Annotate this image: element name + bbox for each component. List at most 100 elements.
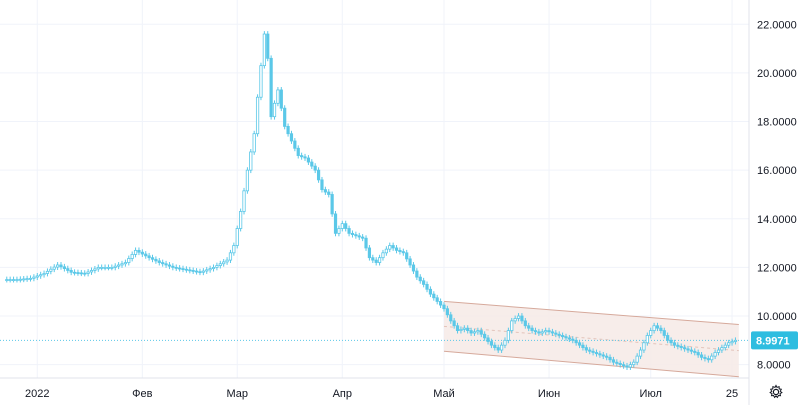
- y-tick-label: 22.0000: [757, 19, 797, 31]
- candle-body: [659, 327, 663, 331]
- candle: [93, 265, 97, 274]
- candle: [408, 255, 412, 268]
- candle-body: [459, 328, 463, 331]
- candle: [669, 337, 673, 346]
- candle-body: [215, 265, 219, 268]
- y-axis-ticks: 22.0000 20.0000 18.0000 16.0000 14.0000 12.00…: [757, 19, 797, 371]
- chart-settings-button[interactable]: [764, 380, 788, 404]
- candle-body: [716, 349, 721, 353]
- candle-body: [510, 320, 514, 331]
- candle-body: [117, 264, 121, 267]
- candle: [100, 264, 104, 271]
- candle: [652, 322, 656, 334]
- candle-body: [18, 278, 22, 281]
- candle-body: [286, 126, 290, 135]
- candle-body: [652, 325, 656, 331]
- candle-body: [330, 194, 334, 215]
- candle: [333, 210, 338, 237]
- candle-body: [45, 270, 50, 274]
- candle-body: [35, 275, 39, 278]
- candle-body: [76, 272, 80, 274]
- candle: [537, 328, 541, 336]
- candle-body: [669, 339, 673, 344]
- candle-body: [320, 179, 324, 191]
- candle-body: [584, 347, 588, 351]
- candle: [354, 231, 358, 239]
- candle: [18, 276, 22, 283]
- candle-body: [130, 254, 134, 259]
- candle: [239, 208, 243, 232]
- candle-body: [252, 133, 256, 153]
- candle: [696, 349, 700, 358]
- candle: [279, 87, 283, 112]
- candle: [347, 225, 351, 237]
- candle: [422, 277, 426, 288]
- candle-body: [42, 273, 46, 276]
- candle: [374, 257, 378, 266]
- candle-body: [632, 361, 636, 366]
- candle: [323, 186, 327, 195]
- candle-body: [188, 269, 192, 272]
- candle-body: [699, 354, 704, 358]
- candle: [194, 268, 199, 275]
- candle: [86, 269, 90, 277]
- candle: [228, 249, 233, 264]
- y-tick-label: 14.0000: [757, 214, 797, 226]
- candle-body: [5, 279, 9, 281]
- candle: [154, 256, 158, 264]
- x-tick-label: Май: [433, 388, 455, 400]
- candle-body: [601, 354, 605, 357]
- candle-body: [127, 258, 131, 263]
- candle: [357, 232, 361, 240]
- candle: [655, 322, 660, 332]
- candle: [425, 281, 429, 293]
- candle-body: [598, 353, 602, 356]
- gear-icon: [769, 384, 783, 399]
- candle: [35, 272, 39, 281]
- candle: [683, 344, 687, 352]
- candle: [699, 351, 704, 361]
- candle-body: [533, 330, 538, 333]
- candle: [188, 266, 192, 274]
- candle-body: [222, 261, 226, 265]
- candle: [164, 260, 168, 268]
- candle-body: [557, 333, 561, 336]
- candle-body: [293, 140, 297, 149]
- candle: [205, 266, 209, 274]
- candle-body: [411, 264, 416, 272]
- candle-body: [567, 337, 571, 340]
- candle: [679, 343, 683, 351]
- candle: [571, 336, 575, 344]
- candle-body: [184, 268, 189, 271]
- candle-body: [486, 337, 490, 342]
- candle: [150, 254, 155, 263]
- candle-body: [415, 270, 419, 278]
- candle: [713, 349, 717, 360]
- candle: [649, 327, 653, 339]
- candle: [76, 269, 80, 276]
- candle: [428, 286, 433, 298]
- candle: [615, 359, 619, 367]
- candle-body: [296, 147, 300, 156]
- candle: [52, 264, 56, 273]
- candle: [123, 259, 127, 267]
- candle-body: [374, 259, 378, 263]
- candle: [113, 263, 117, 271]
- candle-body: [283, 107, 287, 127]
- candle: [66, 265, 70, 274]
- candle-body: [167, 264, 172, 267]
- candle-body: [225, 259, 229, 263]
- candle: [252, 130, 256, 155]
- candle: [659, 325, 663, 334]
- candle: [666, 332, 670, 344]
- candle: [533, 327, 538, 335]
- candle-body: [22, 278, 26, 281]
- x-axis-ticks: 2022 Фев Мар Апр Май Июн Июл 25: [25, 388, 738, 400]
- candle-body: [133, 249, 138, 255]
- candle: [181, 265, 185, 273]
- candle: [232, 242, 236, 256]
- candle-body: [371, 257, 375, 261]
- candle-body: [157, 260, 161, 263]
- candle: [605, 353, 609, 361]
